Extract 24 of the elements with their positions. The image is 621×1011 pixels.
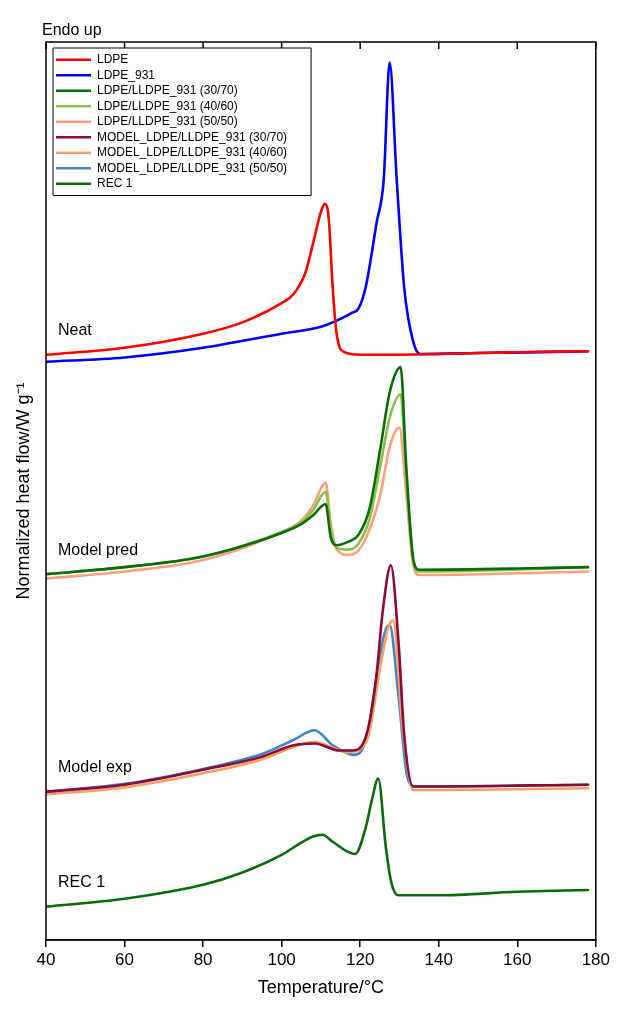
- legend-label: MODEL_LDPE/LLDPE_931 (40/60): [97, 145, 288, 160]
- legend-label: LDPE/LLDPE_931 (40/60): [97, 98, 238, 113]
- annotation: Model exp: [58, 758, 132, 776]
- annotation: Neat: [58, 321, 93, 339]
- x-axis-title: Temperature/°C: [257, 977, 385, 998]
- x-tick-label: 120: [345, 949, 375, 969]
- legend-label: LDPE/LLDPE_931 (50/50): [97, 114, 238, 129]
- x-tick-label: 180: [581, 949, 611, 969]
- x-tick-label: 40: [36, 949, 56, 969]
- legend-label: LDPE_931: [97, 67, 156, 82]
- x-tick-label: 60: [115, 949, 135, 969]
- legend-label: REC 1: [97, 176, 133, 191]
- x-tick-label: 80: [193, 949, 213, 969]
- legend-label: LDPE/LLDPE_931 (30/70): [97, 83, 238, 98]
- x-tick-label: 140: [424, 949, 453, 969]
- y-axis-title: Normalized heat flow/W g⁻¹: [12, 382, 33, 600]
- annotation: Model pred: [58, 540, 139, 558]
- x-tick-label: 160: [503, 949, 532, 969]
- legend-label: MODEL_LDPE/LLDPE_931 (30/70): [97, 129, 288, 144]
- x-tick-label: 100: [267, 949, 296, 969]
- annotation: REC 1: [58, 873, 106, 891]
- text: Endo up: [42, 21, 102, 39]
- legend-label: MODEL_LDPE/LLDPE_931 (50/50): [97, 160, 288, 175]
- legend-label: LDPE: [97, 52, 129, 67]
